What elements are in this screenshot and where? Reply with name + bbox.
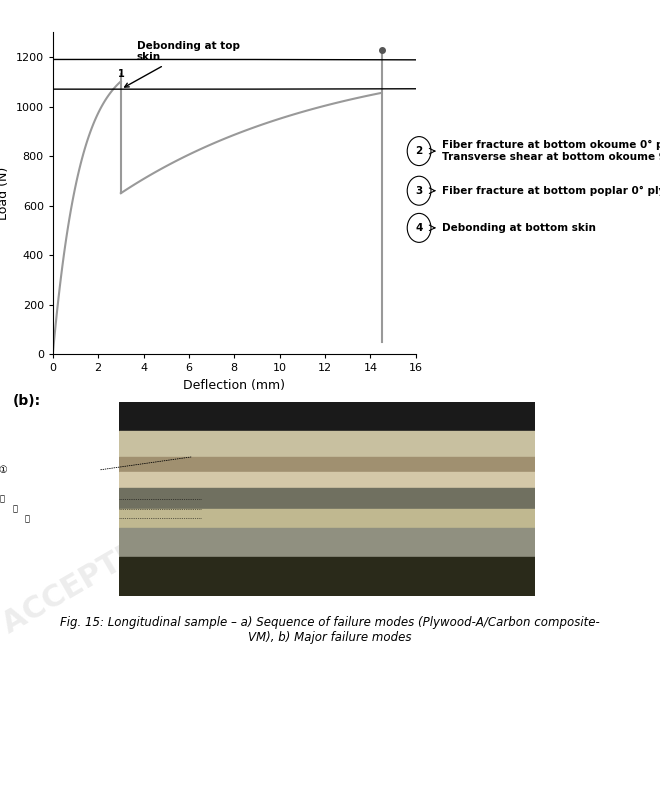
Bar xyxy=(119,402,535,431)
Text: Fiber fracture at bottom okoume 0° ply &
Transverse shear at bottom okoume 90° p: Fiber fracture at bottom okoume 0° ply &… xyxy=(442,140,660,162)
Bar xyxy=(119,528,535,557)
Bar xyxy=(119,472,535,488)
Text: Debonding at bottom skin: Debonding at bottom skin xyxy=(442,223,596,233)
Text: Debonding at top
skin: Debonding at top skin xyxy=(125,41,240,87)
X-axis label: Deflection (mm): Deflection (mm) xyxy=(183,379,285,392)
Text: 3: 3 xyxy=(416,186,422,196)
Text: ACCEPTED MANUSCRIPT: ACCEPTED MANUSCRIPT xyxy=(0,407,372,639)
Text: (b):: (b): xyxy=(13,394,42,408)
Text: ①: ① xyxy=(0,465,7,475)
Text: 4: 4 xyxy=(415,223,423,233)
Bar xyxy=(119,456,535,472)
Bar xyxy=(119,509,535,528)
Text: ⓪: ⓪ xyxy=(0,494,5,504)
Text: ⓪: ⓪ xyxy=(13,504,17,514)
Bar xyxy=(119,488,535,509)
Text: Fig. 15: Longitudinal sample – a) Sequence of failure modes (Plywood-A/Carbon co: Fig. 15: Longitudinal sample – a) Sequen… xyxy=(60,616,600,644)
Bar xyxy=(119,557,535,596)
Text: Fiber fracture at bottom poplar 0° ply: Fiber fracture at bottom poplar 0° ply xyxy=(442,186,660,196)
Text: 1: 1 xyxy=(117,69,124,80)
Y-axis label: Load (N): Load (N) xyxy=(0,167,10,220)
Text: ⓪: ⓪ xyxy=(25,514,30,523)
Bar xyxy=(119,431,535,456)
Text: 2: 2 xyxy=(416,146,422,156)
